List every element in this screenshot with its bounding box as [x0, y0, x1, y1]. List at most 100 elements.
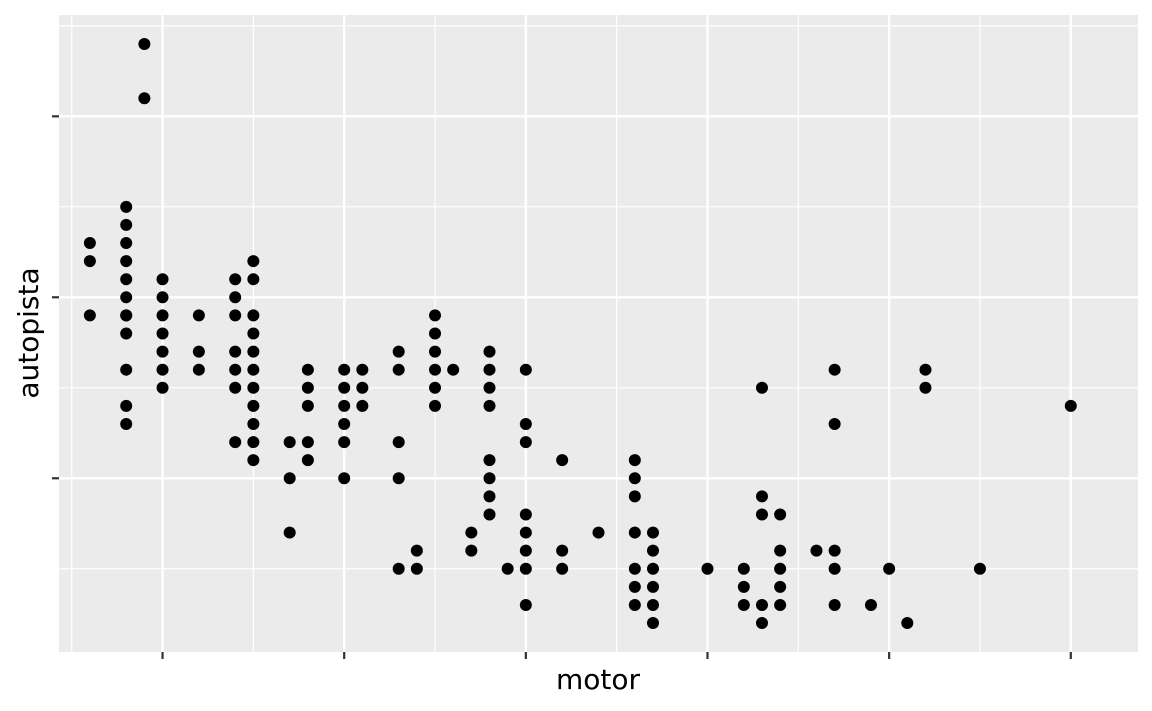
- data-point: [338, 381, 351, 394]
- data-point: [301, 399, 314, 412]
- data-point: [156, 327, 169, 340]
- y-axis-ticks: [52, 115, 59, 480]
- data-point: [120, 255, 133, 268]
- data-point: [138, 37, 151, 50]
- data-point: [138, 92, 151, 105]
- x-axis-title: motor: [556, 663, 641, 696]
- data-point: [156, 363, 169, 376]
- data-point: [519, 562, 532, 575]
- data-point: [483, 363, 496, 376]
- data-point: [519, 508, 532, 521]
- data-point: [192, 345, 205, 358]
- y-axis-title: autopista: [12, 267, 45, 398]
- data-point: [519, 363, 532, 376]
- data-point: [519, 417, 532, 430]
- data-point: [429, 399, 442, 412]
- data-point: [755, 381, 768, 394]
- data-point: [883, 562, 896, 575]
- data-point: [483, 472, 496, 485]
- x-axis-ticks: [161, 652, 1072, 659]
- data-point: [501, 562, 514, 575]
- data-point: [410, 562, 423, 575]
- data-point: [646, 617, 659, 630]
- data-point: [301, 363, 314, 376]
- data-point: [356, 381, 369, 394]
- data-point: [737, 598, 750, 611]
- data-point: [247, 381, 260, 394]
- data-point: [429, 309, 442, 322]
- data-point: [356, 399, 369, 412]
- data-point: [646, 526, 659, 539]
- data-point: [828, 417, 841, 430]
- data-point: [919, 363, 932, 376]
- data-point: [483, 508, 496, 521]
- data-point: [447, 363, 460, 376]
- grid-minor: [59, 15, 1138, 652]
- data-point: [247, 454, 260, 467]
- data-point: [338, 472, 351, 485]
- data-point: [192, 309, 205, 322]
- data-point: [392, 562, 405, 575]
- data-point: [429, 363, 442, 376]
- data-point: [83, 237, 96, 250]
- data-point: [229, 273, 242, 286]
- data-point: [247, 255, 260, 268]
- data-point: [392, 436, 405, 449]
- data-point: [628, 580, 641, 593]
- data-point: [156, 291, 169, 304]
- data-point: [483, 345, 496, 358]
- data-point: [429, 381, 442, 394]
- data-point: [628, 526, 641, 539]
- data-point: [774, 580, 787, 593]
- plot-panel: [59, 15, 1138, 652]
- data-point: [646, 580, 659, 593]
- data-point: [247, 399, 260, 412]
- data-point: [229, 291, 242, 304]
- data-point: [774, 562, 787, 575]
- data-point: [737, 580, 750, 593]
- data-point: [247, 363, 260, 376]
- data-point: [301, 454, 314, 467]
- data-point: [247, 436, 260, 449]
- data-point: [247, 273, 260, 286]
- data-point: [229, 381, 242, 394]
- data-point: [301, 381, 314, 394]
- data-point: [338, 417, 351, 430]
- data-point: [392, 472, 405, 485]
- data-point: [828, 598, 841, 611]
- data-point: [646, 598, 659, 611]
- data-point: [283, 472, 296, 485]
- data-point: [864, 598, 877, 611]
- data-point: [120, 273, 133, 286]
- data-point: [392, 345, 405, 358]
- data-point: [229, 309, 242, 322]
- data-point: [120, 327, 133, 340]
- data-point: [465, 544, 478, 557]
- data-point: [429, 327, 442, 340]
- data-point: [156, 345, 169, 358]
- data-point: [556, 544, 569, 557]
- data-point: [229, 345, 242, 358]
- data-point: [283, 526, 296, 539]
- data-point: [483, 454, 496, 467]
- data-point: [556, 454, 569, 467]
- data-point: [774, 508, 787, 521]
- data-point: [283, 436, 296, 449]
- data-point: [156, 273, 169, 286]
- data-point: [120, 291, 133, 304]
- data-point: [737, 562, 750, 575]
- data-point: [338, 436, 351, 449]
- data-point: [338, 363, 351, 376]
- data-point: [229, 436, 242, 449]
- data-point: [519, 598, 532, 611]
- data-points: [83, 37, 1077, 630]
- data-point: [120, 237, 133, 250]
- data-point: [828, 363, 841, 376]
- data-point: [120, 363, 133, 376]
- data-point: [465, 526, 478, 539]
- data-point: [755, 598, 768, 611]
- data-point: [120, 417, 133, 430]
- data-point: [83, 255, 96, 268]
- data-point: [828, 562, 841, 575]
